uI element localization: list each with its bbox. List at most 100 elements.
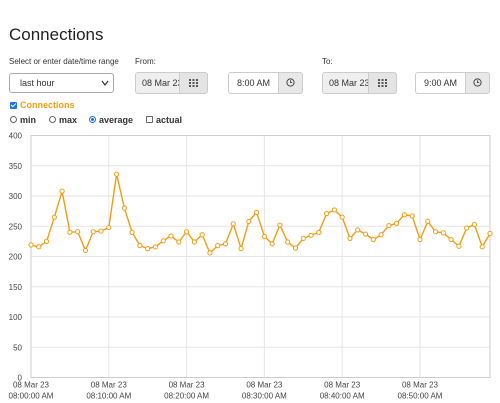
y-tick-label: 100 — [9, 313, 23, 322]
range-select-value: last hour — [20, 78, 55, 88]
y-tick-label: 250 — [9, 222, 23, 231]
data-point[interactable] — [487, 230, 493, 237]
from-calendar-button[interactable] — [180, 72, 208, 94]
x-axis-labels: 08 Mar 23 08:00:00 AM 08 Mar 23 08:10:00 AM… — [9, 381, 443, 401]
data-point[interactable] — [261, 233, 267, 240]
y-tick-label: 50 — [13, 343, 22, 352]
chevron-down-icon — [101, 74, 109, 99]
data-point[interactable] — [36, 244, 42, 250]
data-point[interactable] — [386, 223, 392, 229]
y-tick-label: 0 — [18, 374, 23, 383]
data-point[interactable] — [106, 224, 112, 231]
x-tick-date-label: 08 Mar 23 — [169, 381, 206, 390]
data-point[interactable] — [285, 239, 291, 245]
from-date-input[interactable]: 08 Mar 23 — [135, 72, 180, 94]
data-point[interactable] — [215, 243, 221, 249]
from-time-input[interactable]: 8:00 AM — [228, 72, 279, 94]
data-point[interactable] — [479, 244, 485, 250]
data-point[interactable] — [207, 250, 213, 256]
connections-series-points — [28, 171, 493, 256]
from-label: From: — [135, 57, 156, 66]
connections-checkbox[interactable] — [10, 102, 17, 109]
data-point[interactable] — [137, 243, 143, 249]
data-point[interactable] — [98, 228, 104, 234]
data-point[interactable] — [347, 235, 353, 241]
data-point[interactable] — [222, 241, 229, 247]
average-label[interactable]: average — [99, 115, 134, 125]
data-point[interactable] — [440, 230, 446, 236]
chart-grid — [30, 135, 490, 378]
data-point[interactable] — [370, 236, 376, 243]
data-point[interactable] — [67, 229, 73, 235]
data-point[interactable] — [409, 213, 415, 219]
data-point[interactable] — [355, 227, 361, 233]
data-point[interactable] — [145, 246, 151, 252]
data-point[interactable] — [82, 247, 89, 254]
data-point[interactable] — [324, 210, 330, 217]
data-point[interactable] — [432, 229, 439, 235]
actual-checkbox[interactable] — [146, 116, 153, 123]
calendar-grid-icon — [189, 74, 198, 92]
data-point[interactable] — [59, 188, 65, 194]
data-point[interactable] — [269, 241, 275, 247]
plot-area — [30, 135, 491, 378]
page-title: Connections — [9, 25, 104, 44]
data-point[interactable] — [168, 233, 174, 239]
data-point[interactable] — [199, 232, 205, 238]
data-point[interactable] — [378, 232, 384, 238]
connections-series-label[interactable]: Connections — [20, 100, 75, 110]
data-point[interactable] — [160, 238, 166, 244]
y-tick-label: 350 — [9, 162, 23, 171]
data-point[interactable] — [277, 222, 283, 228]
data-point[interactable] — [464, 225, 470, 231]
data-point[interactable] — [246, 218, 252, 225]
min-radio[interactable] — [10, 116, 17, 123]
data-point[interactable] — [308, 232, 314, 238]
data-point[interactable] — [394, 220, 400, 226]
data-point[interactable] — [417, 236, 423, 243]
x-tick-date-label: 08 Mar 23 — [91, 381, 128, 390]
data-point[interactable] — [238, 246, 244, 252]
data-point[interactable] — [316, 229, 322, 235]
x-tick-date-label: 08 Mar 23 — [13, 381, 50, 390]
data-point[interactable] — [448, 236, 454, 243]
data-point[interactable] — [425, 218, 431, 225]
data-point[interactable] — [300, 235, 306, 241]
x-tick-time-label: 08:50:00 AM — [398, 392, 443, 401]
calendar-grid-icon — [378, 74, 387, 92]
y-tick-label: 300 — [9, 192, 23, 201]
to-clock-button[interactable] — [466, 72, 490, 94]
to-calendar-button[interactable] — [369, 72, 397, 94]
data-point[interactable] — [471, 221, 478, 228]
data-point[interactable] — [339, 214, 345, 220]
data-point[interactable] — [331, 207, 338, 213]
data-point[interactable] — [43, 238, 50, 244]
max-label[interactable]: max — [59, 115, 78, 125]
actual-label[interactable]: actual — [156, 115, 183, 125]
data-point[interactable] — [152, 244, 159, 250]
data-point[interactable] — [28, 242, 34, 248]
data-point[interactable] — [191, 239, 197, 245]
from-clock-button[interactable] — [279, 72, 303, 94]
data-point[interactable] — [456, 243, 462, 249]
to-date-input[interactable]: 08 Mar 23 — [322, 72, 369, 94]
data-point[interactable] — [176, 239, 182, 245]
max-radio[interactable] — [49, 116, 56, 123]
data-point[interactable] — [254, 209, 260, 215]
data-point[interactable] — [90, 229, 96, 235]
data-point[interactable] — [113, 171, 120, 177]
min-label[interactable]: min — [20, 115, 37, 125]
data-point[interactable] — [183, 229, 190, 235]
data-point[interactable] — [401, 212, 408, 218]
data-point[interactable] — [75, 229, 81, 235]
data-point[interactable] — [121, 205, 127, 211]
data-point[interactable] — [51, 214, 57, 220]
data-point[interactable] — [230, 221, 236, 227]
clock-icon — [473, 74, 482, 92]
data-point[interactable] — [129, 229, 135, 235]
data-point[interactable] — [362, 231, 369, 237]
range-select[interactable]: last hour — [9, 73, 114, 93]
average-radio[interactable] — [89, 116, 96, 123]
data-point[interactable] — [292, 245, 299, 251]
to-time-input[interactable]: 9:00 AM — [415, 72, 466, 94]
